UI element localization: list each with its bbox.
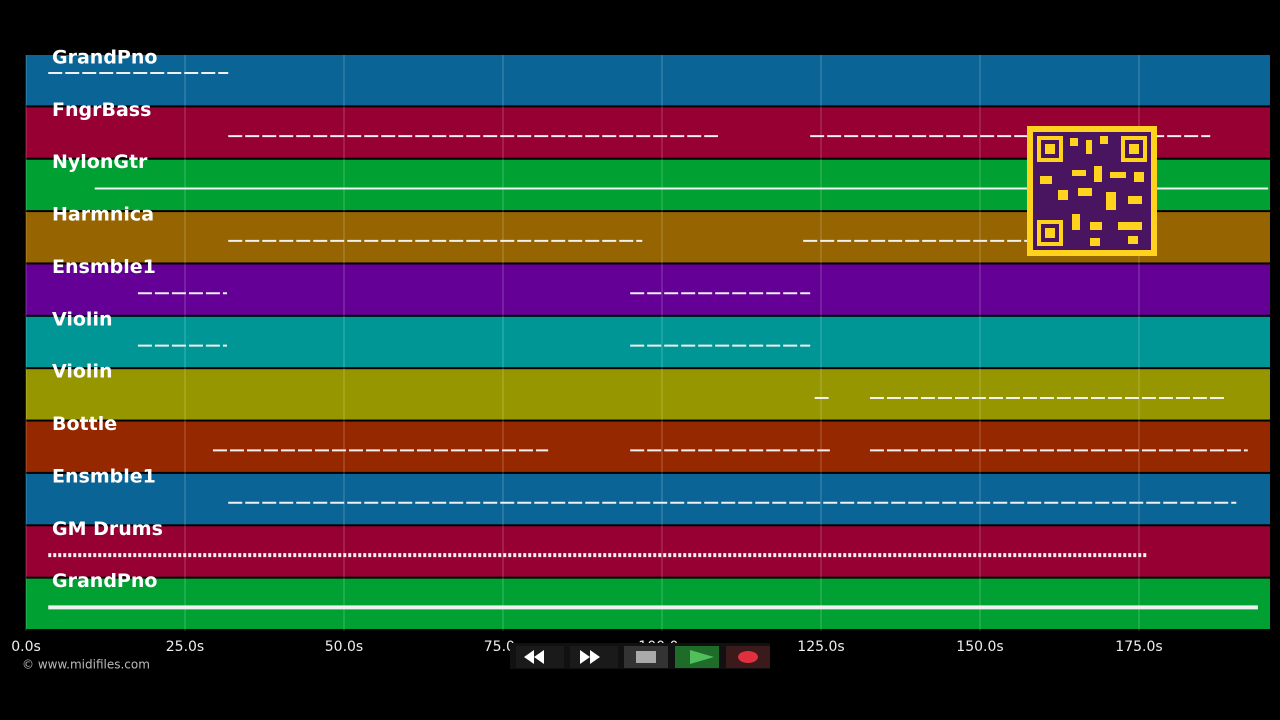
tick-label: 150.0s (956, 639, 1003, 655)
fast-forward-button[interactable] (570, 646, 618, 668)
track-name: Violin (52, 308, 113, 330)
track-name: Ensmble1 (52, 256, 156, 278)
tick-label: 50.0s (325, 639, 363, 655)
track-labels: GrandPno FngrBass NylonGtr Harmnica Ensmble1… (52, 47, 163, 593)
track-name: Violin (52, 361, 113, 383)
track-name: GM Drums (52, 518, 163, 540)
transport-controls (510, 643, 770, 669)
stop-button[interactable] (624, 646, 668, 668)
track-name: GrandPno (52, 47, 157, 69)
track-row (26, 421, 1270, 472)
track-name: NylonGtr (52, 151, 148, 173)
track-row (26, 264, 1270, 315)
track-row (26, 316, 1270, 368)
qr-code (1027, 126, 1157, 256)
time-ticks: 0.0s25.0s50.0s75.0s100.0s125.0s150.0s175… (11, 639, 1162, 655)
track-row (26, 369, 1270, 420)
rewind-button[interactable] (516, 646, 564, 668)
time-grid (25, 55, 1140, 631)
track-row (26, 55, 1270, 106)
track-name: Bottle (52, 413, 117, 435)
tick-label: 175.0s (1115, 639, 1162, 655)
track-row (26, 526, 1270, 577)
track-name: GrandPno (52, 570, 157, 592)
track-row (26, 473, 1270, 525)
tick-label: 125.0s (797, 639, 844, 655)
tick-label: 0.0s (11, 639, 41, 655)
credit: © www.midifiles.com (22, 658, 150, 672)
track-row (26, 578, 1270, 629)
tick-label: 25.0s (166, 639, 204, 655)
track-name: Ensmble1 (52, 465, 156, 487)
record-button[interactable] (726, 646, 770, 668)
track-name: FngrBass (52, 99, 151, 121)
play-button[interactable] (675, 646, 719, 668)
track-name: Harmnica (52, 204, 154, 226)
